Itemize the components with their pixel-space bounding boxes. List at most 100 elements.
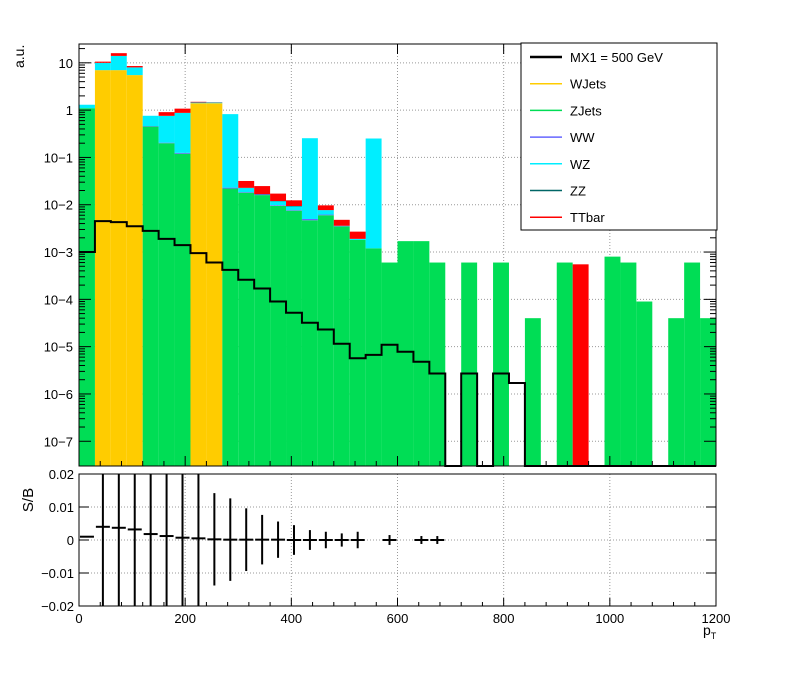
bar-ttbar-30	[94, 61, 111, 63]
top-y-tick-label-7: 10−6	[44, 387, 73, 402]
bar-ttbar-180	[174, 108, 191, 113]
bar-zjets-840	[524, 318, 541, 466]
top-y-tick-label-5: 10−4	[44, 292, 73, 307]
bar-ww-450	[317, 214, 334, 216]
top-y-tick-label-4: 10−3	[44, 245, 73, 260]
bar-ttbar-510	[349, 231, 366, 239]
bottom-y-tick-label-4: −0.02	[41, 599, 74, 614]
bar-ww-420	[301, 218, 318, 221]
x-tick-label-4: 800	[493, 611, 515, 626]
x-tick-label-5: 1000	[595, 611, 624, 626]
bar-zjets-480	[333, 226, 350, 466]
bar-wjets-60	[110, 70, 127, 467]
legend-label-2: ZJets	[570, 103, 602, 118]
bar-ttbar-60	[110, 53, 127, 56]
bar-ttbar-90	[126, 66, 143, 68]
x-tick-label-6: 1200	[702, 611, 731, 626]
bottom-y-tick-label-2: 0	[67, 533, 74, 548]
bottom-axes: 0 200 400 600 800 1000 1200 0.02 0.01 0 −0.01 −0.02	[41, 467, 730, 626]
bar-ttbar-480	[333, 219, 350, 226]
bar-zjets-120	[142, 126, 159, 467]
bar-zjets-150	[158, 143, 175, 466]
bar-wz-450	[317, 210, 334, 215]
legend-label-5: ZZ	[570, 184, 586, 199]
bar-ww-330	[254, 194, 271, 196]
bottom-grid	[79, 473, 716, 607]
bar-zjets-540	[365, 248, 382, 466]
bar-wz-0	[79, 104, 95, 109]
bar-wz-420	[301, 138, 318, 219]
bar-wz-240	[206, 102, 223, 104]
bar-zjets-510	[349, 239, 366, 466]
bar-wz-540	[365, 138, 382, 249]
bottom-y-tick-label-3: −0.01	[41, 566, 74, 581]
bar-zjets-270	[222, 188, 239, 466]
bar-zjets-990	[604, 256, 621, 466]
bar-wz-120	[142, 115, 159, 127]
bar-zjets-180	[174, 153, 191, 466]
bar-zjets-300	[238, 192, 255, 466]
bar-ww-270	[222, 187, 239, 189]
bar-zjets-450	[317, 215, 334, 466]
bar-wz-180	[174, 112, 191, 153]
bar-zjets-720	[461, 262, 478, 466]
bar-ttbar-210	[190, 101, 207, 103]
bar-zjets-1020	[620, 262, 637, 466]
bottom-y-tick-label-1: 0.01	[49, 500, 74, 515]
top-y-tick-label-0: 10	[59, 56, 73, 71]
x-tick-label-0: 0	[75, 611, 82, 626]
bar-wz-60	[110, 55, 127, 71]
x-axis-label: pT	[703, 622, 717, 641]
bar-zjets-420	[301, 220, 318, 466]
bar-wjets-30	[94, 70, 111, 467]
bar-zjets-900	[556, 262, 573, 466]
legend-label-1: WJets	[570, 77, 607, 92]
bar-ttbar-360	[270, 193, 287, 201]
bar-zjets-1050	[636, 301, 653, 466]
bottom-y-axis-label: S/B	[20, 488, 37, 512]
bar-zjets-780	[493, 262, 509, 466]
bar-zjets-330	[254, 195, 271, 466]
bar-ttbar-390	[286, 200, 302, 207]
x-axis-label-main: p	[703, 622, 711, 638]
bar-ww-390	[286, 210, 302, 211]
x-axis-label-subscript: T	[711, 631, 717, 641]
bar-ww-150	[158, 142, 175, 144]
bar-wz-150	[158, 115, 175, 143]
x-tick-label-1: 200	[174, 611, 196, 626]
top-y-tick-label-2: 10−1	[44, 150, 73, 165]
legend-label-3: WW	[570, 130, 595, 145]
bar-zjets-660	[429, 262, 446, 466]
legend: MX1 = 500 GeV WJets ZJets WW WZ ZZ TTbar	[520, 42, 718, 231]
legend-label-0: MX1 = 500 GeV	[570, 50, 663, 65]
bar-ww-360	[270, 205, 287, 206]
bar-zjets-360	[270, 205, 287, 467]
bar-wjets-240	[206, 103, 223, 467]
x-tick-label-3: 600	[387, 611, 409, 626]
top-y-tick-label-6: 10−5	[44, 340, 73, 355]
bar-wjets-210	[190, 103, 207, 467]
bar-zjets-570	[381, 262, 398, 466]
bar-ttbar-300	[238, 180, 255, 188]
legend-label-4: WZ	[570, 157, 590, 172]
bar-zjets-600	[397, 241, 414, 466]
top-y-tick-label-3: 10−2	[44, 198, 73, 213]
bar-wz-510	[349, 238, 366, 240]
bar-wz-360	[270, 201, 287, 206]
bar-zjets-1170	[700, 318, 716, 466]
bar-zjets-390	[286, 210, 302, 466]
bar-ttbar-150	[158, 112, 175, 116]
bar-zjets-630	[413, 241, 430, 466]
bar-wz-270	[222, 114, 239, 188]
bar-ww-300	[238, 192, 255, 193]
top-y-axis-label: a.u.	[11, 45, 27, 68]
bar-ttbar-330	[254, 186, 271, 195]
x-tick-label-2: 400	[280, 611, 302, 626]
bar-zjets-1140	[684, 262, 701, 466]
top-y-tick-label-8: 10−7	[44, 434, 73, 449]
bar-ttbar-930	[572, 264, 589, 466]
bar-wz-210	[190, 102, 207, 104]
bar-wz-90	[126, 67, 143, 76]
bar-zjets-1110	[668, 318, 685, 466]
